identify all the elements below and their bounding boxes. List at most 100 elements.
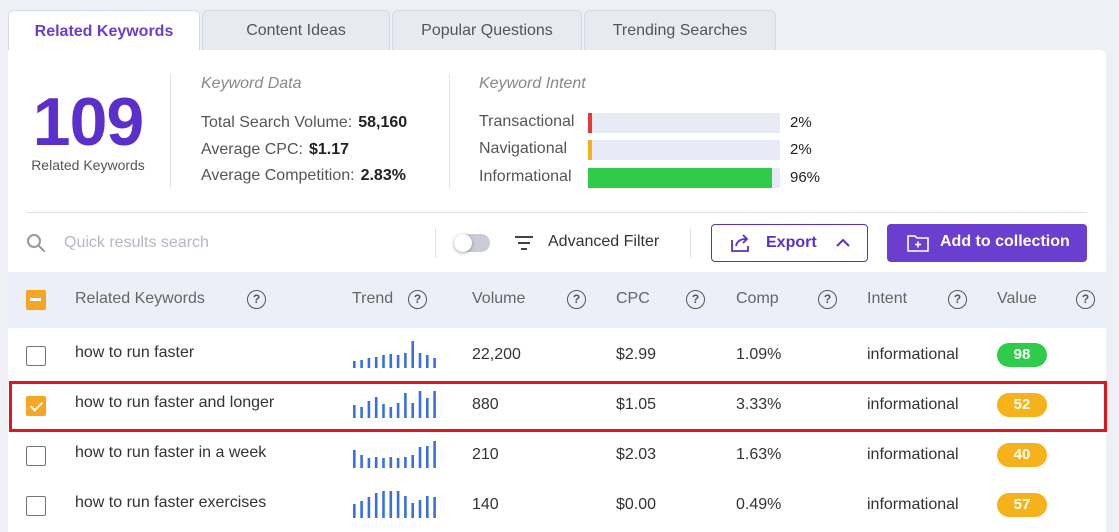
total-volume-value: 58,160 bbox=[358, 114, 408, 131]
trend-bar bbox=[433, 391, 436, 418]
value-badge: 98 bbox=[997, 343, 1047, 367]
intent-transactional-bar bbox=[588, 113, 780, 133]
intent-cell: informational bbox=[867, 396, 959, 413]
col-comp[interactable]: Comp bbox=[736, 290, 779, 307]
tab-content-ideas[interactable]: Content Ideas bbox=[202, 10, 390, 51]
trend-bar bbox=[426, 496, 429, 518]
col-value[interactable]: Value bbox=[997, 290, 1037, 307]
table-row[interactable]: how to run faster in a week 210 $2.03 1.… bbox=[8, 430, 1106, 480]
help-icon[interactable]: ? bbox=[1076, 290, 1095, 309]
trend-bar bbox=[433, 497, 436, 518]
trend-bar bbox=[418, 391, 422, 418]
table-row[interactable]: how to run faster 22,200 $2.99 1.09% inf… bbox=[8, 330, 1106, 380]
table-row[interactable]: how to run faster and longer 880 $1.05 3… bbox=[8, 380, 1106, 430]
col-related-keywords[interactable]: Related Keywords bbox=[75, 290, 205, 307]
trend-bar bbox=[404, 393, 407, 418]
tab-trending-searches[interactable]: Trending Searches bbox=[584, 10, 776, 51]
advanced-filter-button[interactable]: Advanced Filter bbox=[548, 233, 660, 250]
row-checkbox[interactable] bbox=[26, 496, 46, 516]
divider bbox=[170, 74, 171, 188]
trend-bar bbox=[426, 398, 429, 418]
cpc-cell: $2.99 bbox=[616, 346, 657, 363]
tab-popular-questions[interactable]: Popular Questions bbox=[392, 10, 582, 51]
trend-bar bbox=[418, 447, 422, 468]
related-count-label: Related Keywords bbox=[31, 157, 145, 173]
col-volume[interactable]: Volume bbox=[472, 290, 526, 307]
trend-bar bbox=[367, 458, 371, 468]
trend-bar bbox=[418, 500, 422, 518]
value-badge: 40 bbox=[997, 443, 1047, 467]
trend-sparkline bbox=[353, 341, 436, 368]
select-all-checkbox[interactable] bbox=[26, 290, 46, 310]
trend-bar bbox=[367, 497, 371, 518]
trend-bar bbox=[411, 403, 414, 418]
trend-bar bbox=[382, 458, 385, 468]
col-intent[interactable]: Intent bbox=[867, 290, 908, 307]
table-header: Related Keywords ? Trend ? Volume ? CPC … bbox=[8, 272, 1106, 328]
add-to-collection-label: Add to collection bbox=[940, 233, 1070, 250]
volume-cell: 210 bbox=[472, 446, 499, 463]
trend-bar bbox=[411, 341, 414, 368]
intent-navigational-bar bbox=[588, 140, 780, 160]
table-row[interactable]: how to run faster exercises 140 $0.00 0.… bbox=[8, 480, 1106, 530]
intent-cell: informational bbox=[867, 446, 959, 463]
export-label: Export bbox=[766, 234, 817, 251]
tab-related-keywords[interactable]: Related Keywords bbox=[8, 10, 200, 52]
intent-informational-label: Informational bbox=[479, 168, 572, 185]
help-icon[interactable]: ? bbox=[408, 290, 427, 309]
avg-comp-label: Average Competition: bbox=[201, 167, 355, 184]
trend-bar bbox=[404, 457, 407, 468]
trend-bar bbox=[374, 357, 378, 368]
toggle-knob bbox=[454, 234, 472, 252]
trend-bar bbox=[433, 358, 436, 368]
trend-bar bbox=[404, 496, 407, 518]
trend-bar bbox=[353, 405, 356, 418]
volume-cell: 22,200 bbox=[472, 346, 521, 363]
intent-transactional-pct: 2% bbox=[790, 114, 812, 131]
keyword-cell[interactable]: how to run faster exercises bbox=[75, 494, 267, 511]
col-trend[interactable]: Trend bbox=[352, 290, 394, 307]
intent-cell: informational bbox=[867, 496, 959, 513]
trend-bar bbox=[374, 457, 378, 468]
avg-comp-row: Average Competition: 2.83% bbox=[201, 167, 406, 185]
trend-bar bbox=[353, 361, 356, 368]
volume-cell: 880 bbox=[472, 396, 499, 413]
intent-navigational-fill bbox=[588, 140, 592, 160]
filter-lines-icon bbox=[515, 236, 533, 250]
add-to-collection-button[interactable]: Add to collection bbox=[887, 224, 1087, 262]
row-checkbox[interactable] bbox=[26, 396, 46, 416]
value-badge: 52 bbox=[997, 393, 1047, 417]
keyword-cell[interactable]: how to run faster bbox=[75, 344, 195, 361]
avg-cpc-row: Average CPC: $1.17 bbox=[201, 141, 349, 159]
col-cpc[interactable]: CPC bbox=[616, 290, 650, 307]
trend-bar bbox=[404, 353, 407, 368]
trend-bar bbox=[411, 503, 414, 518]
row-checkbox[interactable] bbox=[26, 346, 46, 366]
trend-bar bbox=[374, 397, 378, 418]
section-divider bbox=[26, 212, 1087, 213]
quick-search-input[interactable] bbox=[64, 230, 424, 256]
trend-bar bbox=[411, 455, 414, 468]
help-icon[interactable]: ? bbox=[948, 290, 967, 309]
help-icon[interactable]: ? bbox=[818, 290, 837, 309]
trend-bar bbox=[360, 407, 363, 418]
help-icon[interactable]: ? bbox=[247, 290, 266, 309]
trend-bar bbox=[418, 353, 422, 368]
trend-bar bbox=[360, 360, 363, 368]
row-checkbox[interactable] bbox=[26, 446, 46, 466]
trend-bar bbox=[396, 403, 400, 418]
divider bbox=[435, 228, 436, 258]
chevron-up-icon bbox=[836, 238, 850, 247]
trend-sparkline bbox=[353, 391, 436, 418]
filter-toggle[interactable] bbox=[454, 234, 490, 252]
export-button[interactable]: Export bbox=[711, 224, 868, 262]
keyword-cell[interactable]: how to run faster and longer bbox=[75, 394, 275, 411]
help-icon[interactable]: ? bbox=[567, 290, 586, 309]
trend-bar bbox=[389, 407, 393, 418]
trend-bar bbox=[367, 358, 371, 368]
divider bbox=[449, 74, 450, 188]
keyword-cell[interactable]: how to run faster in a week bbox=[75, 444, 267, 461]
help-icon[interactable]: ? bbox=[686, 290, 705, 309]
cpc-cell: $1.05 bbox=[616, 396, 657, 413]
trend-bar bbox=[353, 504, 356, 518]
